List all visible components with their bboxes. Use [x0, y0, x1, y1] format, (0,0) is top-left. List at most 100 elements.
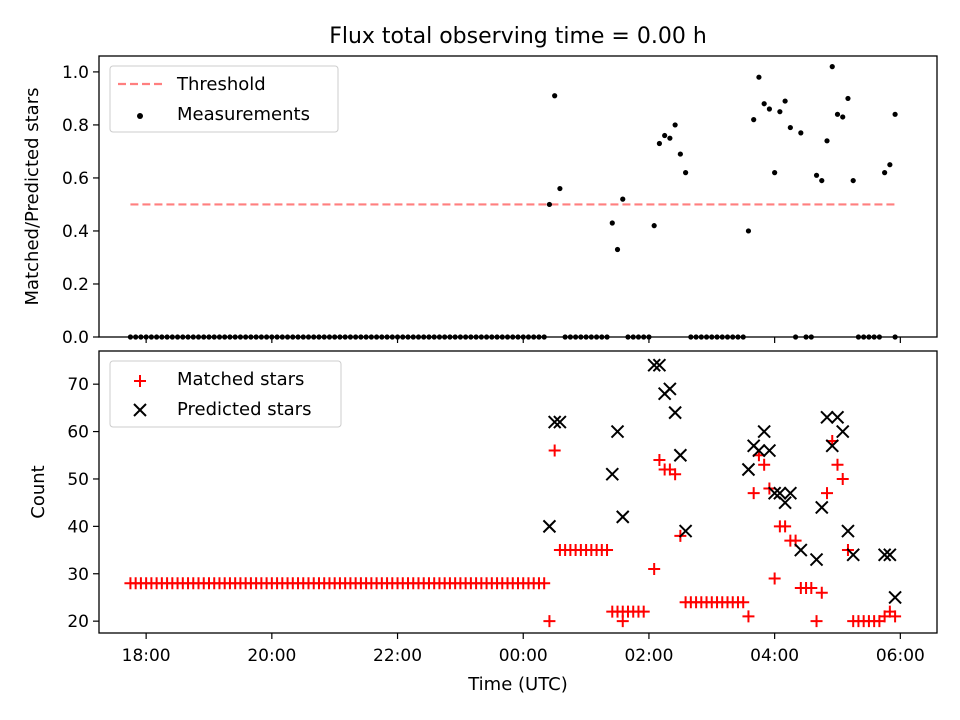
- y-tick-label: 0.8: [62, 116, 89, 136]
- measurement-point: [892, 111, 898, 117]
- predicted-star-point: [883, 548, 897, 562]
- top-legend: Threshold Measurements: [109, 65, 339, 133]
- measurement-point: [798, 130, 804, 136]
- measurement-point: [552, 93, 558, 99]
- y-tick-label: 0.0: [62, 328, 89, 348]
- matched-star-point: [648, 563, 661, 576]
- predicted-star-point: [836, 424, 850, 439]
- predicted-star-point: [830, 410, 845, 425]
- measurement-point: [819, 177, 825, 184]
- measurement-point: [620, 196, 626, 202]
- y-tick-label: 70: [67, 375, 89, 395]
- predicted-star-point: [752, 443, 766, 458]
- bottom-x-ticks: 18:00 20:00 22:00 00:00 02:00 04:00 06:00: [122, 633, 925, 666]
- measurement-point: [751, 117, 757, 123]
- matched-star-point: [810, 615, 823, 628]
- predicted-star-point: [877, 548, 892, 562]
- measurement-point: [677, 151, 683, 157]
- bottom-y-ticks: 20 30 40 50 60 70: [67, 375, 99, 632]
- y-tick-label: 0.2: [62, 275, 89, 295]
- measurement-point: [882, 170, 888, 176]
- matched-star-point: [768, 572, 781, 585]
- predicted-star-point: [841, 524, 855, 538]
- predicted-star-point: [809, 552, 824, 567]
- measurement-point: [777, 109, 783, 115]
- predicted-star-point: [663, 382, 677, 396]
- predicted-legend-label: Predicted stars: [177, 399, 311, 420]
- measurement-point: [761, 101, 767, 107]
- predicted-star-point: [616, 510, 630, 524]
- top-y-ticks: 0.0 0.2 0.4 0.6 0.8 1.0: [62, 63, 99, 348]
- measurements-legend-marker: [137, 113, 143, 119]
- matched-star-point: [836, 472, 849, 485]
- matched-star-point: [616, 615, 629, 628]
- predicted-star-point: [553, 415, 567, 429]
- predicted-star-point: [673, 448, 688, 462]
- matched-star-point: [653, 454, 666, 467]
- predicted-star-point: [605, 467, 619, 481]
- measurements-legend-label: Measurements: [177, 104, 310, 125]
- matched-star-point: [821, 487, 834, 500]
- measurement-point: [887, 162, 893, 168]
- y-tick-label: 0.6: [62, 169, 89, 189]
- measurement-point: [656, 140, 663, 147]
- bottom-panel: 20 30 40 50 60 70 18:00 20:00 22:00 00:00 02:00 04…: [28, 350, 938, 695]
- measurement-point: [782, 98, 788, 104]
- predicted-star-point: [757, 424, 771, 439]
- matched-star-point: [831, 458, 844, 471]
- bottom-marks: [124, 358, 902, 628]
- measurement-point: [756, 74, 762, 80]
- matched-star-point: [747, 487, 760, 500]
- predicted-star-point: [820, 410, 834, 425]
- y-tick-label: 30: [67, 565, 89, 585]
- predicted-star-point: [794, 543, 808, 557]
- y-tick-label: 60: [67, 423, 89, 443]
- measurement-point: [667, 135, 673, 141]
- matched-star-point: [742, 610, 755, 623]
- top-legend-box: [109, 65, 339, 133]
- predicted-star-point: [846, 548, 860, 562]
- measurement-point: [651, 223, 657, 229]
- predicted-star-point: [762, 443, 777, 458]
- y-tick-label: 1.0: [62, 63, 89, 83]
- measurement-point: [745, 228, 752, 234]
- x-tick-label: 02:00: [624, 646, 673, 666]
- matched-star-point: [538, 577, 551, 590]
- matched-star-point: [779, 520, 792, 533]
- measurement-point: [824, 138, 830, 144]
- x-tick-label: 06:00: [876, 646, 925, 666]
- predicted-star-point: [825, 439, 839, 453]
- matched-star-point: [637, 605, 650, 618]
- matched-star-point: [737, 596, 750, 609]
- measurement-point: [766, 106, 773, 112]
- y-tick-label: 0.4: [62, 222, 89, 242]
- bottom-legend-box: [109, 360, 342, 428]
- predicted-star-point: [778, 495, 792, 510]
- top-y-axis-label: Matched/Predicted stars: [22, 88, 43, 306]
- matched-star-point: [669, 468, 682, 481]
- x-tick-label: 22:00: [373, 646, 422, 666]
- top-panel: 0.0 0.2 0.4 0.6 0.8 1.0 Matched/Predicted sta…: [22, 55, 938, 348]
- matched-star-point: [815, 586, 828, 599]
- predicted-star-point: [773, 486, 787, 500]
- predicted-star-point: [647, 358, 661, 372]
- measurement-point: [614, 246, 621, 253]
- measurement-point: [683, 170, 689, 176]
- bottom-legend: Matched stars Predicted stars: [109, 360, 342, 428]
- predicted-star-point: [610, 424, 625, 439]
- predicted-legend-marker: [133, 403, 147, 417]
- matched-legend-marker: [134, 375, 146, 387]
- matched-star-point: [548, 444, 561, 457]
- measurement-point: [546, 201, 553, 208]
- predicted-star-point: [783, 486, 798, 500]
- matched-star-point: [543, 615, 556, 628]
- measurement-point: [557, 185, 563, 192]
- matched-legend-label: Matched stars: [177, 369, 304, 390]
- y-tick-label: 20: [67, 612, 89, 632]
- x-tick-label: 18:00: [122, 646, 171, 666]
- y-tick-label: 50: [67, 470, 89, 490]
- predicted-star-point: [741, 462, 756, 477]
- matched-star-point: [805, 581, 818, 594]
- x-tick-label: 00:00: [499, 646, 548, 666]
- matched-star-point: [889, 610, 902, 623]
